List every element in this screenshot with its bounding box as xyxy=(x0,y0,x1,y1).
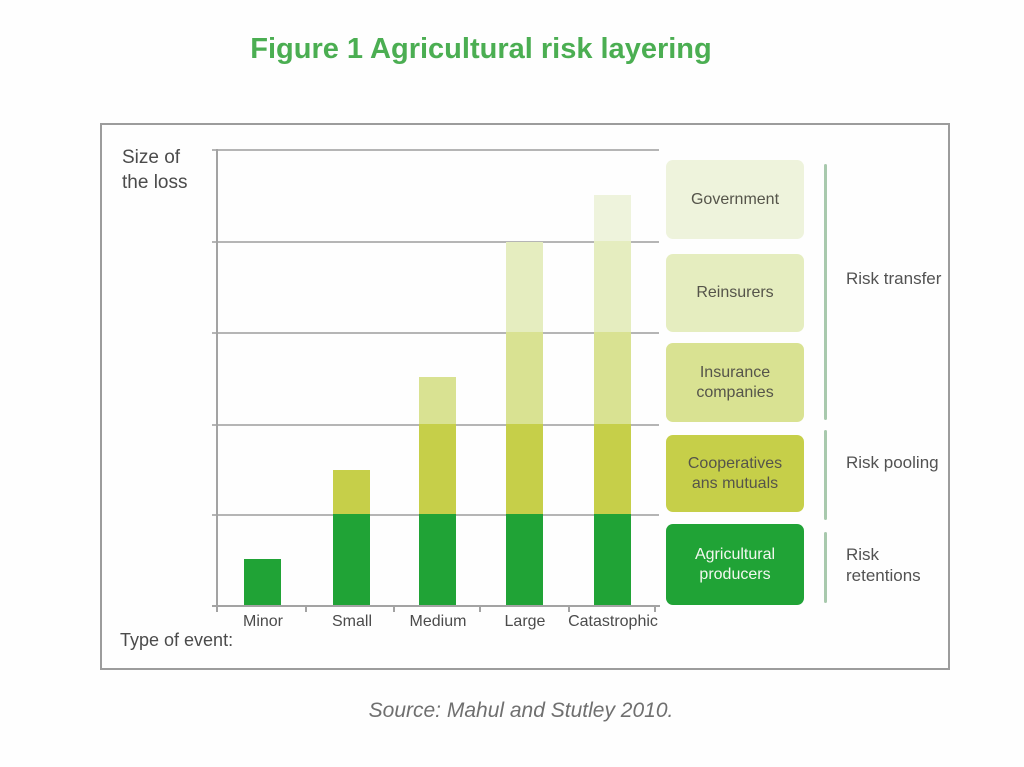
legend-label: Agricultural producers xyxy=(694,545,776,583)
legend-box-government: Government xyxy=(666,160,804,239)
bar-small-segment-producers xyxy=(333,514,370,605)
group-label-risk-transfer: Risk transfer xyxy=(846,269,942,288)
y-axis xyxy=(216,149,218,607)
bar-catastrophic-segment-insurance xyxy=(594,332,631,424)
axis-tick xyxy=(393,607,395,612)
bar-catastrophic-segment-government xyxy=(594,195,631,241)
legend-box-cooperatives-mutuals: Cooperatives ans mutuals xyxy=(666,435,804,512)
bar-medium-segment-insurance xyxy=(419,377,456,424)
gridline xyxy=(212,241,659,243)
chart-frame: Size of the loss Minor Small Medium Larg… xyxy=(100,123,950,670)
x-axis xyxy=(212,605,660,607)
bracket-line-risk-pooling xyxy=(824,430,827,520)
legend-label: Insurance companies xyxy=(696,363,774,401)
category-label-small: Small xyxy=(331,613,372,630)
bar-catastrophic-segment-reinsurers xyxy=(594,241,631,332)
category-label-minor: Minor xyxy=(242,613,283,630)
bar-large-segment-insurance xyxy=(506,332,543,424)
legend-box-agricultural-producers: Agricultural producers xyxy=(666,524,804,605)
category-label-medium: Medium xyxy=(409,613,467,630)
axis-tick xyxy=(305,607,307,612)
category-label-large: Large xyxy=(504,613,546,630)
bar-catastrophic-segment-cooperatives xyxy=(594,424,631,514)
bracket-line-risk-transfer xyxy=(824,164,827,420)
bar-minor-segment-producers xyxy=(244,559,281,605)
axis-tick xyxy=(568,607,570,612)
group-label-risk-pooling: Risk pooling xyxy=(846,453,939,472)
axis-tick xyxy=(479,607,481,612)
bar-large-segment-producers xyxy=(506,514,543,605)
bar-catastrophic-segment-producers xyxy=(594,514,631,605)
legend-label: Government xyxy=(690,190,780,208)
x-axis-caption: Type of event: xyxy=(120,630,234,650)
legend-label: Reinsurers xyxy=(696,284,774,301)
bracket-line-risk-retentions xyxy=(824,532,827,603)
bar-small-segment-cooperatives xyxy=(333,470,370,514)
axis-tick xyxy=(654,607,656,612)
axis-tick xyxy=(216,607,218,612)
bar-large-segment-reinsurers xyxy=(506,242,543,332)
category-label-catastrophic: Catastrophic xyxy=(568,613,658,630)
source-caption: Source: Mahul and Stutley 2010. xyxy=(368,699,674,722)
gridline xyxy=(212,332,659,334)
bar-medium-segment-cooperatives xyxy=(419,424,456,514)
legend-box-insurance-companies: Insurance companies xyxy=(666,343,804,422)
gridline xyxy=(212,149,659,151)
legend-box-reinsurers: Reinsurers xyxy=(666,254,804,332)
y-axis-label: Size of the loss xyxy=(122,147,188,194)
figure-title: Figure 1 Agricultural risk layering xyxy=(250,33,712,65)
bar-large-segment-cooperatives xyxy=(506,424,543,514)
group-label-risk-retentions: Risk retentions xyxy=(846,545,921,586)
legend-label: Cooperatives ans mutuals xyxy=(687,454,783,492)
bar-medium-segment-producers xyxy=(419,514,456,605)
